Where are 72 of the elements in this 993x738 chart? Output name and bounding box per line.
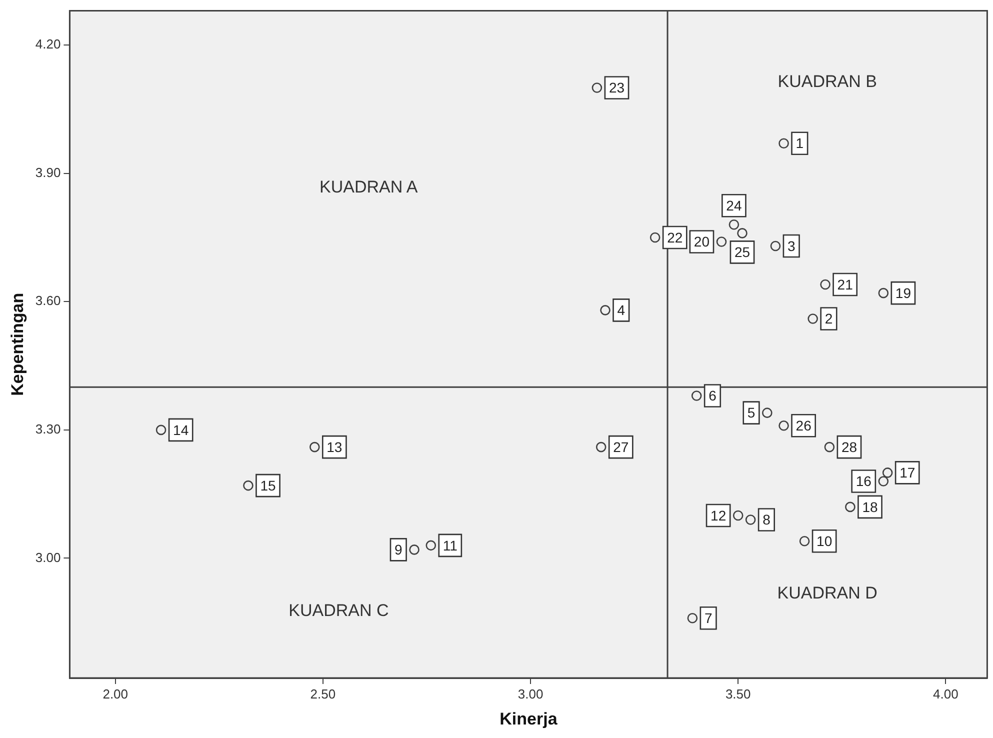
- point: [592, 82, 602, 93]
- annotation: 4: [617, 302, 626, 318]
- point: [243, 480, 254, 491]
- x-tick-label: 2.50: [310, 686, 336, 702]
- annotation: 11: [442, 537, 458, 554]
- annotation: 21: [837, 276, 854, 292]
- annotation: 28: [841, 438, 858, 455]
- x-tick-label: 3.00: [518, 686, 544, 702]
- y-tick-label: 3.30: [35, 422, 61, 437]
- annotation: KUADRAN B: [778, 72, 877, 91]
- annotation: 1: [796, 135, 804, 152]
- y-tick-label: 4.20: [35, 36, 61, 52]
- annotation: 18: [862, 498, 878, 515]
- point: [762, 408, 772, 418]
- point: [878, 476, 889, 486]
- annotation: 16: [856, 473, 872, 490]
- point: [309, 442, 320, 452]
- x-tick-label: 3.50: [725, 686, 751, 702]
- annotation: KUADRAN C: [288, 600, 389, 620]
- point: [691, 390, 702, 401]
- annotation: 20: [694, 234, 710, 250]
- point: [650, 232, 660, 243]
- annotation: 24: [726, 198, 742, 214]
- annotation: 15: [260, 477, 276, 494]
- point: [799, 536, 810, 546]
- annotation: 27: [613, 438, 629, 455]
- point: [728, 219, 740, 230]
- point: [770, 240, 781, 252]
- annotation: 3: [787, 238, 796, 254]
- annotation: 7: [704, 610, 712, 626]
- point: [716, 236, 727, 247]
- point: [409, 544, 420, 555]
- point: [426, 540, 436, 551]
- annotation: 17: [900, 464, 916, 481]
- point: [687, 612, 698, 624]
- annotation: 13: [326, 438, 342, 455]
- annotation: 8: [762, 512, 771, 528]
- annotation: 2: [824, 310, 833, 327]
- y-axis-title: Kepentingan: [8, 292, 27, 396]
- point: [600, 305, 610, 316]
- point: [737, 228, 748, 238]
- y-tick-label: 3.90: [35, 164, 61, 180]
- annotation: 6: [708, 388, 717, 404]
- point: [778, 420, 789, 431]
- point: [820, 279, 830, 290]
- annotation: 22: [667, 229, 683, 246]
- x-tick-label: 2.00: [102, 686, 128, 702]
- annotation: 14: [173, 422, 189, 438]
- point: [156, 424, 166, 436]
- y-tick-label: 3.60: [35, 293, 61, 308]
- point: [824, 442, 835, 452]
- annotation: 19: [895, 284, 912, 301]
- point: [845, 502, 856, 512]
- y-tick-label: 3.00: [35, 550, 61, 565]
- point: [596, 442, 606, 452]
- point: [882, 468, 893, 478]
- annotation: 26: [796, 418, 812, 434]
- point: [808, 314, 818, 324]
- point: [745, 514, 756, 525]
- point: [732, 510, 744, 521]
- point: [878, 288, 889, 298]
- annotation: KUADRAN D: [777, 583, 878, 602]
- annotation: 25: [734, 244, 750, 260]
- annotation: 12: [710, 507, 726, 524]
- point: [778, 138, 789, 149]
- annotation: 23: [608, 80, 625, 96]
- x-axis-title: Kinerja: [500, 709, 558, 728]
- annotation: 5: [747, 404, 756, 421]
- annotation: 9: [394, 542, 402, 558]
- annotation: 10: [816, 533, 832, 549]
- annotation: KUADRAN A: [319, 177, 418, 196]
- x-tick-label: 4.00: [933, 686, 958, 702]
